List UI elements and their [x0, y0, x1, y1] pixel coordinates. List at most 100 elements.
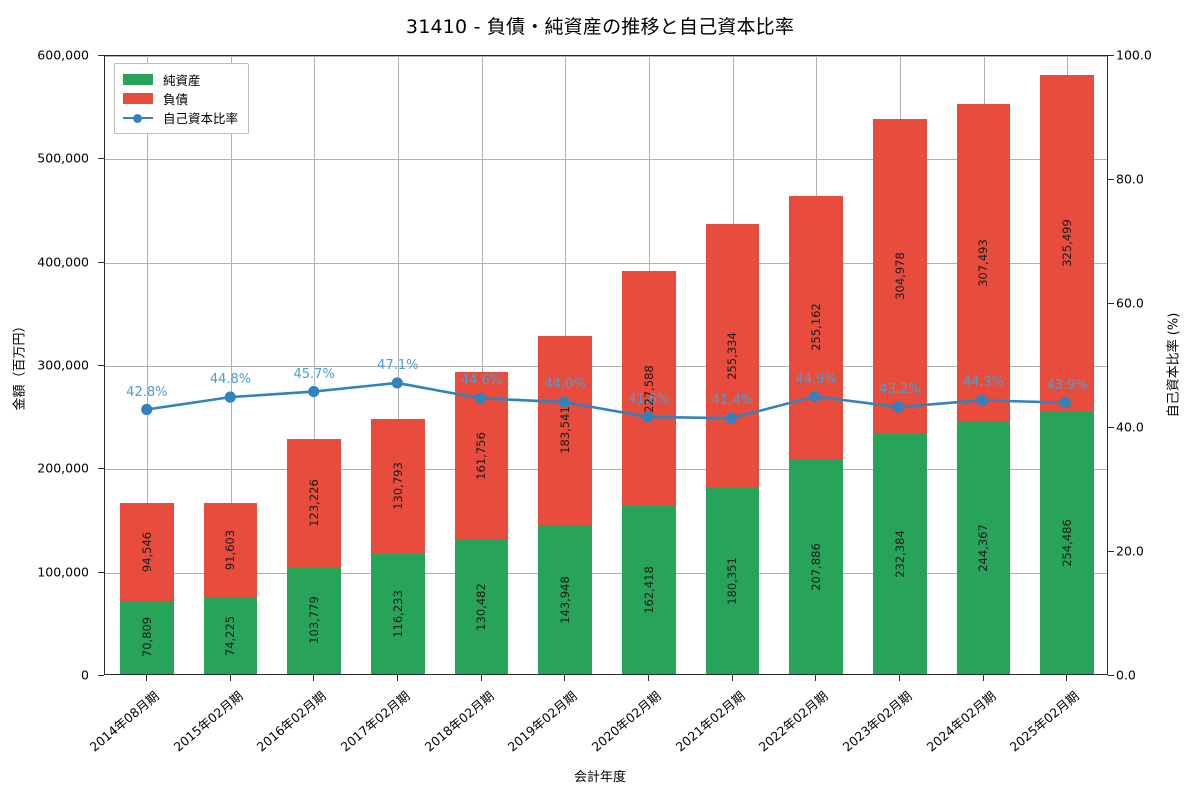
y-axis-right-tick-label: 100.0 [1116, 47, 1152, 63]
bar-segment-liabilities[interactable]: 91,603 [203, 502, 258, 598]
bar-segment-liabilities[interactable]: 94,546 [120, 503, 174, 601]
legend-item[interactable]: 負債 [123, 89, 238, 108]
x-axis-label: 会計年度 [573, 770, 626, 785]
ratio-point-marker[interactable] [141, 403, 153, 416]
bar-segment-equity[interactable]: 70,809 [120, 600, 174, 674]
bar-group[interactable]: 130,793 116,233 [371, 418, 425, 674]
bar-segment-liabilities[interactable]: 255,162 [789, 195, 843, 460]
y-axis-right-tick-label: 40.0 [1116, 419, 1144, 435]
y-axis-right-tick-mark [1108, 675, 1114, 676]
gridline-horizontal [105, 366, 1107, 367]
bar-group[interactable]: 304,978 232,384 [873, 118, 927, 674]
legend-line-swatch [123, 112, 153, 123]
ratio-point-marker[interactable] [558, 396, 570, 408]
bar-group[interactable]: 255,334 180,351 [705, 223, 760, 674]
bar-group[interactable]: 183,541 143,948 [538, 335, 592, 674]
x-axis-tick-mark [898, 675, 900, 681]
legend-item[interactable]: 自己資本比率 [123, 108, 238, 127]
bar-segment-equity[interactable]: 74,225 [203, 597, 258, 674]
ratio-point-marker[interactable] [391, 377, 403, 389]
ratio-point-marker[interactable] [892, 401, 904, 413]
x-axis-tick-mark [815, 675, 817, 681]
page-title: 31410 - 負債・純資産の推移と自己資本比率 [405, 16, 795, 38]
ratio-point-marker[interactable] [475, 392, 487, 404]
ratio-point-marker[interactable] [725, 412, 737, 424]
y-axis-left-tick-label: 0 [81, 667, 89, 683]
ratio-point-marker[interactable] [308, 385, 320, 398]
x-axis-tick-mark [564, 675, 566, 681]
x-axis-tick-label: 2016年02月期 [253, 688, 329, 755]
bar-segment-liabilities[interactable]: 307,493 [956, 103, 1011, 422]
bar-segment-equity[interactable]: 103,779 [287, 566, 341, 674]
legend-item-label: 負債 [163, 92, 189, 107]
bar-segment-equity[interactable]: 143,948 [538, 525, 592, 674]
y-axis-left-tick-mark [98, 365, 104, 366]
bar-segment-equity[interactable]: 254,486 [1040, 411, 1094, 674]
y-axis-left-tick-mark [98, 261, 104, 263]
bar-group[interactable]: 94,546 70,809 [120, 503, 174, 674]
bar-group[interactable]: 307,493 244,367 [956, 103, 1011, 674]
bar-segment-equity[interactable]: 162,418 [622, 506, 676, 674]
ratio-point-marker[interactable] [1059, 397, 1071, 409]
ratio-point-marker[interactable] [224, 391, 236, 403]
y-axis-left-tick-label: 100,000 [37, 564, 89, 580]
x-axis-tick-label: 2024年02月期 [923, 688, 999, 755]
bar-segment-equity[interactable]: 130,482 [454, 539, 509, 674]
x-axis-tick-label: 2023年02月期 [839, 688, 915, 755]
y-axis-right-tick-mark [1108, 427, 1114, 428]
legend-item[interactable]: 純資産 [123, 70, 238, 89]
y-axis-left-tick-label: 500,000 [37, 150, 89, 166]
bar-segment-equity[interactable]: 244,367 [956, 421, 1011, 674]
gridline-vertical [146, 56, 148, 674]
bar-group[interactable]: 91,603 74,225 [203, 502, 258, 674]
bar-segment-liabilities[interactable]: 123,226 [287, 439, 341, 567]
y-axis-left-tick-mark [98, 675, 104, 676]
gridline-horizontal [105, 262, 1107, 264]
y-axis-right-tick-label: 60.0 [1116, 295, 1144, 311]
bar-segment-equity[interactable]: 232,384 [873, 433, 927, 674]
gridline-horizontal [105, 572, 1107, 574]
x-axis-tick-mark [480, 675, 482, 681]
x-axis-tick-mark [396, 675, 398, 681]
bar-segment-liabilities[interactable]: 255,334 [705, 223, 760, 488]
bar-segment-liabilities[interactable]: 227,588 [622, 271, 676, 507]
bar-segment-liabilities[interactable]: 325,499 [1040, 74, 1094, 412]
bar-segment-equity[interactable]: 180,351 [705, 487, 760, 674]
x-axis-tick-mark [647, 675, 649, 681]
ratio-point-marker[interactable] [976, 394, 988, 406]
y-axis-left-tick-mark [98, 571, 104, 573]
x-axis-tick-mark [731, 675, 733, 681]
gridline-vertical [481, 56, 483, 674]
x-axis-tick-mark [229, 675, 231, 681]
x-axis-tick-mark [982, 675, 984, 681]
ratio-point-marker[interactable] [642, 411, 654, 423]
x-axis-tick-label: 2019年02月期 [504, 688, 580, 755]
y-axis-left-tick-label: 300,000 [37, 357, 89, 373]
y-axis-right-tick-mark [1108, 303, 1114, 304]
x-axis-tick-label: 2021年02月期 [672, 688, 748, 755]
ratio-line-layer [141, 377, 1071, 424]
ratio-point-marker[interactable] [809, 390, 821, 403]
bar-segment-liabilities[interactable]: 304,978 [873, 118, 927, 434]
bar-segment-liabilities[interactable]: 183,541 [538, 335, 592, 526]
bar-group[interactable]: 255,162 207,886 [789, 195, 843, 674]
legend-line-marker-icon [133, 113, 142, 123]
gridline-horizontal [105, 56, 1107, 57]
y-axis-left-tick-label: 200,000 [37, 460, 89, 476]
x-axis-tick-mark [145, 675, 147, 681]
legend: 純資産負債 自己資本比率 [114, 63, 250, 134]
y-axis-right-tick-label: 80.0 [1116, 171, 1144, 187]
y-axis-right-tick-label: 0.0 [1116, 667, 1136, 683]
bar-group[interactable]: 325,499 254,486 [1040, 74, 1094, 674]
y-axis-left-tick-mark [98, 55, 104, 56]
bar-group[interactable]: 227,588 162,418 [622, 271, 676, 674]
bar-segment-liabilities[interactable]: 130,793 [371, 418, 425, 554]
x-axis-tick-mark [313, 675, 315, 681]
bar-segment-equity[interactable]: 116,233 [371, 553, 425, 674]
bar-group[interactable]: 123,226 103,779 [287, 439, 341, 674]
bar-segment-equity[interactable]: 207,886 [789, 459, 843, 674]
gridline-horizontal [105, 159, 1107, 161]
x-axis-tick-label: 2014年08月期 [86, 688, 162, 755]
x-axis-tick-label: 2017年02月期 [337, 688, 413, 755]
x-axis-tick-label: 2025年02月期 [1006, 688, 1082, 755]
